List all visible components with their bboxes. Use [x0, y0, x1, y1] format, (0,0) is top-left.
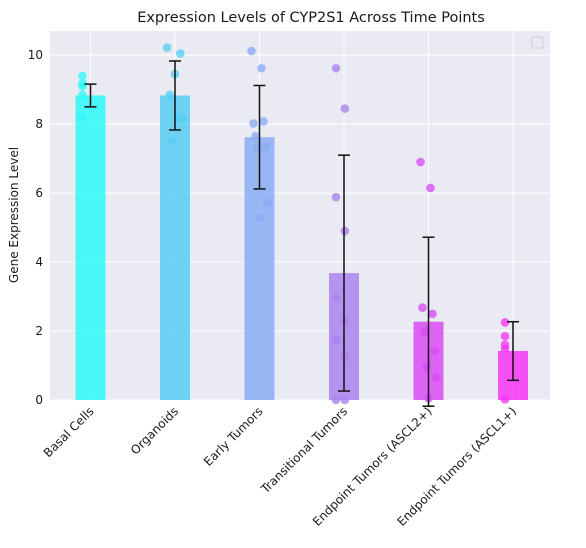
data-point	[247, 46, 256, 56]
x-tick-label: Transitional Tumors	[258, 404, 351, 497]
data-point	[176, 49, 185, 58]
data-point	[422, 362, 431, 372]
x-tick-labels: Basal Cells Organoids Early TumorsTransiti…	[41, 404, 519, 529]
x-tick-label: Early Tumors	[201, 404, 266, 469]
y-tick-label: 6	[35, 186, 43, 200]
data-point	[340, 316, 350, 325]
data-point	[340, 352, 350, 362]
bar	[160, 95, 190, 401]
data-point	[340, 226, 350, 236]
data-point	[420, 326, 429, 336]
data-point	[500, 344, 510, 354]
data-point	[432, 373, 441, 382]
y-tick-labels: 0 2 4 6 8 10	[28, 48, 43, 407]
data-point	[331, 335, 341, 344]
y-tick-label: 4	[35, 255, 43, 269]
data-point	[249, 119, 258, 128]
data-point	[428, 309, 437, 319]
data-point	[162, 43, 172, 52]
data-point	[426, 183, 435, 193]
data-point	[331, 192, 341, 202]
error-bars	[84, 60, 519, 407]
data-point	[261, 142, 270, 151]
data-point	[500, 395, 510, 404]
y-tick-label: 2	[35, 324, 43, 338]
data-point	[255, 213, 264, 223]
data-point	[331, 63, 341, 73]
bar	[75, 95, 106, 401]
y-tick-label: 8	[35, 117, 43, 131]
data-point	[257, 63, 266, 73]
data-point	[253, 143, 262, 153]
data-point	[78, 79, 87, 88]
data-point	[263, 198, 272, 208]
plot-area	[50, 31, 550, 400]
data-point	[340, 104, 350, 113]
data-point	[165, 90, 174, 100]
y-tick-label: 10	[28, 48, 43, 62]
data-point	[78, 112, 87, 122]
data-point	[331, 293, 341, 303]
data-point	[331, 395, 341, 405]
data-point	[259, 117, 268, 126]
data-point	[78, 71, 87, 81]
data-point	[500, 318, 510, 327]
data-point	[340, 395, 350, 405]
data-point	[418, 303, 427, 312]
data-point	[500, 331, 510, 341]
chart-title: Expression Levels of CYP2S1 Across Time …	[137, 10, 485, 26]
data-point	[168, 137, 177, 146]
y-tick-label: 0	[35, 393, 43, 407]
data-point	[430, 346, 439, 356]
x-tick-label: Basal Cells	[41, 404, 97, 460]
y-axis-label: Gene Expression Level	[7, 147, 21, 283]
data-point	[251, 131, 260, 141]
data-points	[78, 43, 510, 405]
legend-box	[531, 36, 544, 49]
data-point	[416, 157, 425, 167]
x-tick-label: Organoids	[128, 404, 181, 457]
data-point	[78, 90, 87, 100]
